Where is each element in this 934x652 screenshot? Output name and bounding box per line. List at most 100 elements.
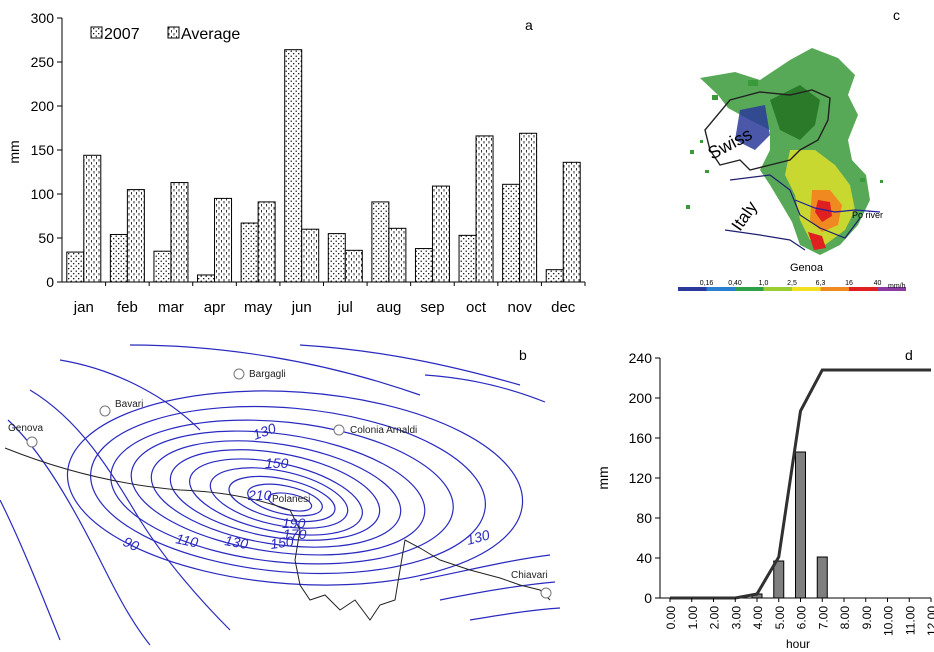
place-name: Genova bbox=[8, 423, 43, 434]
contour-label: 130 bbox=[465, 526, 492, 548]
coastline-boundary bbox=[4, 447, 551, 621]
chart-a-y-tick-label: 0 bbox=[46, 274, 54, 290]
contour-ring bbox=[247, 483, 323, 517]
contour-label: 150 bbox=[269, 533, 295, 552]
chart-d-x-tick-label: 10.00 bbox=[882, 606, 896, 636]
chart-d-x-tick-label: 7.00 bbox=[816, 606, 830, 630]
chart-d-x-tick-label: 8.00 bbox=[838, 606, 852, 630]
contour-label: 90 bbox=[121, 533, 142, 554]
chart-a-bar-2007 bbox=[109, 233, 128, 283]
contour-label: 210 bbox=[247, 487, 272, 503]
contour-line bbox=[424, 374, 546, 403]
contour-ring bbox=[189, 458, 363, 536]
contour-ring bbox=[90, 405, 486, 575]
chart-a-bar-2007 bbox=[414, 248, 433, 283]
panel-d-label: d bbox=[905, 347, 913, 363]
chart-a-bar-average bbox=[126, 189, 145, 283]
chart-d-x-tick-label: 12.00 bbox=[925, 606, 934, 636]
chart-a-y-axis-label: mm bbox=[6, 140, 22, 163]
chart-d-y-tick-label: 0 bbox=[644, 590, 652, 606]
chart-d-y-ticks: 0 40 80 120 160 200 240 bbox=[629, 350, 660, 606]
scale-value-label: 1,0 bbox=[759, 280, 769, 287]
contour-label: 190 bbox=[282, 515, 306, 531]
scale-color-swatch bbox=[820, 287, 849, 291]
chart-a-bar-2007 bbox=[240, 222, 259, 283]
contour-line bbox=[59, 359, 201, 431]
place-marker-icon bbox=[99, 405, 111, 417]
place-name: Colonia Arnaldi bbox=[350, 425, 417, 436]
contour-label: 130 bbox=[223, 532, 249, 552]
contour-label: 110 bbox=[174, 530, 199, 550]
chart-d-bar bbox=[773, 560, 785, 599]
place-name: Bavari bbox=[115, 399, 143, 410]
chart-a-x-tick-label: may bbox=[244, 299, 273, 316]
chart-a-bar-average bbox=[431, 185, 450, 283]
chart-a-bar-2007 bbox=[66, 251, 85, 283]
chart-d-x-tick-label: 9.00 bbox=[860, 606, 874, 630]
map-label-swiss: Swiss bbox=[704, 124, 755, 164]
chart-a-x-tick-label: mar bbox=[158, 299, 184, 316]
swiss-border bbox=[704, 89, 831, 171]
legend-swatch-average bbox=[167, 26, 180, 39]
contour-line bbox=[439, 581, 556, 601]
scale-color-swatch bbox=[763, 287, 792, 291]
contour-line bbox=[419, 554, 551, 581]
chart-a-bar-average bbox=[301, 228, 320, 283]
contour-line bbox=[0, 499, 61, 641]
chart-a-bar-average bbox=[83, 154, 102, 283]
chart-d-x-ticks: 0.00 1.00 2.00 3.00 4.00 5.00 6.00 7.00 8.00 9.00… bbox=[664, 598, 934, 636]
contour-ring bbox=[130, 430, 426, 556]
scale-value-label: 16 bbox=[845, 280, 853, 287]
chart-a-bar-average bbox=[170, 182, 189, 283]
chart-a-x-ticks: jan feb mar apr may jun jul aug sep oct nov dec bbox=[73, 282, 586, 316]
scale-unit: mm/h bbox=[888, 283, 906, 290]
scale-color-swatch bbox=[678, 287, 707, 291]
legend-label-2007: 2007 bbox=[104, 26, 140, 43]
place-marker-icon bbox=[333, 424, 345, 436]
chart-d-y-tick-label: 240 bbox=[629, 350, 653, 366]
chart-d-y-tick-label: 160 bbox=[629, 430, 653, 446]
chart-a-bar-2007 bbox=[284, 49, 303, 283]
contour-line bbox=[29, 389, 231, 631]
chart-d-y-axis-label: mm bbox=[595, 466, 611, 489]
chart-d-y-tick-label: 80 bbox=[636, 510, 652, 526]
chart-a-x-tick-label: jun bbox=[291, 299, 312, 316]
contour-label: 150 bbox=[265, 455, 289, 471]
rain-field-red bbox=[815, 200, 832, 222]
radar-precipitation-map: c Swiss Italy Po river Genoa 0,16 0,40 1,0… bbox=[678, 7, 906, 291]
legend-swatch-2007 bbox=[90, 26, 103, 39]
legend-label-average: Average bbox=[181, 26, 240, 43]
rain-field-light bbox=[735, 105, 770, 150]
chart-a-bar-2007 bbox=[502, 183, 521, 283]
contour-ring bbox=[209, 467, 349, 529]
chart-d-x-tick-label: 4.00 bbox=[751, 606, 765, 630]
place-marker-icon bbox=[26, 436, 38, 448]
chart-a-bar-average bbox=[519, 132, 538, 283]
scale-value-label: 0,16 bbox=[700, 280, 714, 287]
chart-a-x-tick-label: oct bbox=[466, 299, 487, 316]
scale-color-swatch bbox=[735, 287, 764, 291]
chart-a-legend: 2007 Average bbox=[90, 26, 240, 43]
map-label-po-river: Po river bbox=[852, 210, 883, 220]
place-markers: Bargagli Bavari Genova Colonia Arnaldi P… bbox=[8, 368, 552, 599]
monthly-precipitation-chart: a mm jan feb mar apr may jun jul aug sep oct nov de… bbox=[6, 10, 586, 316]
place-name: Bargagli bbox=[249, 369, 286, 380]
chart-a-x-tick-label: apr bbox=[204, 299, 226, 316]
isohyet-map: b 130 150 210 bbox=[0, 344, 561, 646]
panel-b-label: b bbox=[519, 347, 527, 363]
rain-field-strong bbox=[770, 85, 820, 140]
chart-a-bar-2007 bbox=[458, 234, 477, 283]
scale-value-label: 2,5 bbox=[787, 280, 797, 287]
contour-line bbox=[469, 607, 561, 621]
map-label-genoa: Genoa bbox=[790, 262, 824, 274]
scale-color-swatch bbox=[792, 287, 821, 291]
chart-d-x-tick-label: 5.00 bbox=[773, 606, 787, 630]
panel-a-label: a bbox=[525, 17, 533, 33]
place-name: Polanesi bbox=[272, 494, 310, 505]
chart-a-bar-average bbox=[214, 197, 233, 283]
chart-d-x-tick-label: 0.00 bbox=[664, 606, 678, 630]
chart-d-bar bbox=[816, 556, 828, 599]
chart-d-x-tick-label: 6.00 bbox=[795, 606, 809, 630]
chart-a-y-tick-label: 300 bbox=[31, 10, 55, 26]
